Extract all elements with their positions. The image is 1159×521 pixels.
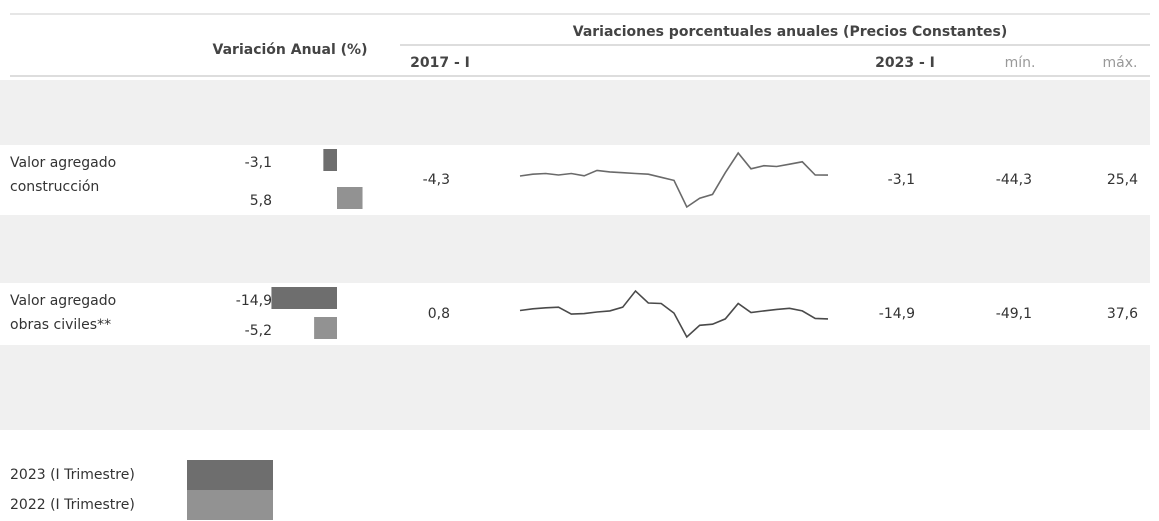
row-label: construcción bbox=[10, 179, 99, 195]
bar-v2023 bbox=[323, 149, 337, 171]
row-band bbox=[0, 80, 1150, 145]
max-value: 37,6 bbox=[1107, 306, 1138, 322]
min-value: -49,1 bbox=[996, 306, 1032, 322]
sparkline bbox=[519, 151, 829, 209]
min-value: -44,3 bbox=[996, 172, 1032, 188]
value-2023: -14,9 bbox=[236, 293, 272, 309]
min-header: mín. bbox=[1005, 55, 1036, 71]
row-band bbox=[0, 345, 1150, 430]
value-2023: -3,1 bbox=[245, 155, 272, 171]
legend-label: 2022 (I Trimestre) bbox=[10, 497, 135, 513]
end-value: -14,9 bbox=[879, 306, 915, 322]
row-label: Valor agregado bbox=[10, 293, 116, 309]
max-header: máx. bbox=[1103, 55, 1138, 71]
bar-v2023 bbox=[271, 287, 337, 309]
start-value: -4,3 bbox=[423, 172, 450, 188]
row-band bbox=[0, 215, 1150, 283]
legend-swatch bbox=[187, 460, 273, 490]
max-value: 25,4 bbox=[1107, 172, 1138, 188]
start-value: 0,8 bbox=[428, 306, 450, 322]
end-value: -3,1 bbox=[888, 172, 915, 188]
spark-header: Variaciones porcentuales anuales (Precio… bbox=[573, 24, 1008, 40]
bar-v2022 bbox=[337, 187, 363, 209]
legend-label: 2023 (I Trimestre) bbox=[10, 467, 135, 483]
value-2022: -5,2 bbox=[245, 323, 272, 339]
sparkline bbox=[519, 289, 829, 339]
row-label: Valor agregado bbox=[10, 155, 116, 171]
value-2022: 5,8 bbox=[250, 193, 272, 209]
bar-header: Variación Anual (%) bbox=[213, 42, 368, 58]
end-header: 2023 - I bbox=[875, 55, 935, 71]
bar-v2022 bbox=[314, 317, 337, 339]
legend-swatch bbox=[187, 490, 273, 520]
row-label: obras civiles** bbox=[10, 317, 111, 333]
start-header: 2017 - I bbox=[410, 55, 470, 71]
